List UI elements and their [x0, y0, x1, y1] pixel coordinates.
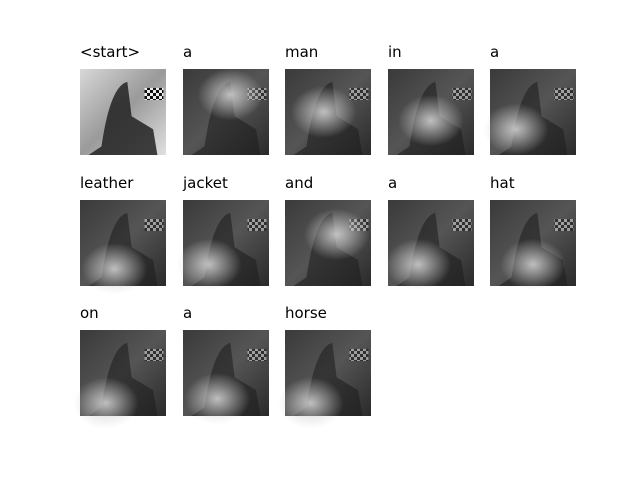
- attention-panel: and: [285, 174, 371, 286]
- image-detail: [452, 218, 472, 231]
- attention-glow: [176, 238, 242, 291]
- image-detail: [554, 87, 574, 100]
- word-title: a: [490, 43, 499, 61]
- attention-glow: [278, 377, 344, 429]
- word-title: hat: [490, 174, 515, 192]
- image-detail: [144, 348, 164, 361]
- attention-panel: a: [183, 43, 269, 155]
- attention-panel: a: [385, 174, 474, 291]
- attention-glow: [291, 86, 357, 138]
- attention-panel: in: [388, 43, 474, 155]
- word-title: man: [285, 43, 318, 61]
- attention-glow: [398, 94, 464, 147]
- attention-panel: leather: [80, 174, 166, 295]
- attention-glow: [197, 69, 263, 121]
- word-title: on: [80, 304, 99, 322]
- attention-panel: horse: [278, 304, 371, 429]
- image-detail: [88, 81, 158, 155]
- attention-panel: man: [285, 43, 371, 155]
- attention-glow: [385, 238, 451, 291]
- attention-panel: on: [73, 304, 166, 429]
- attention-panel: a: [483, 43, 576, 155]
- attention-glow: [303, 208, 370, 261]
- word-title: horse: [285, 304, 327, 322]
- image-detail: [349, 348, 369, 361]
- word-title: leather: [80, 174, 134, 192]
- attention-panel: jacket: [176, 174, 269, 291]
- word-title: in: [388, 43, 402, 61]
- image-detail: [144, 218, 164, 231]
- attention-glow: [73, 377, 139, 429]
- word-title: a: [183, 43, 192, 61]
- word-title: jacket: [182, 174, 228, 192]
- word-title: a: [388, 174, 397, 192]
- word-title: a: [183, 304, 192, 322]
- attention-panel: <start>: [80, 43, 166, 155]
- attention-glow: [483, 103, 549, 155]
- attention-panel: hat: [490, 174, 576, 291]
- attention-glow: [500, 238, 566, 291]
- attention-panel: a: [183, 304, 269, 425]
- word-title: <start>: [80, 43, 140, 61]
- image-detail: [349, 87, 369, 100]
- attention-glow: [81, 242, 148, 295]
- image-detail: [452, 87, 472, 100]
- image-detail: [247, 348, 267, 361]
- word-title: and: [285, 174, 313, 192]
- attention-glow: [184, 373, 251, 425]
- image-detail: [554, 218, 574, 231]
- image-detail: [144, 87, 164, 100]
- image-detail: [247, 218, 267, 231]
